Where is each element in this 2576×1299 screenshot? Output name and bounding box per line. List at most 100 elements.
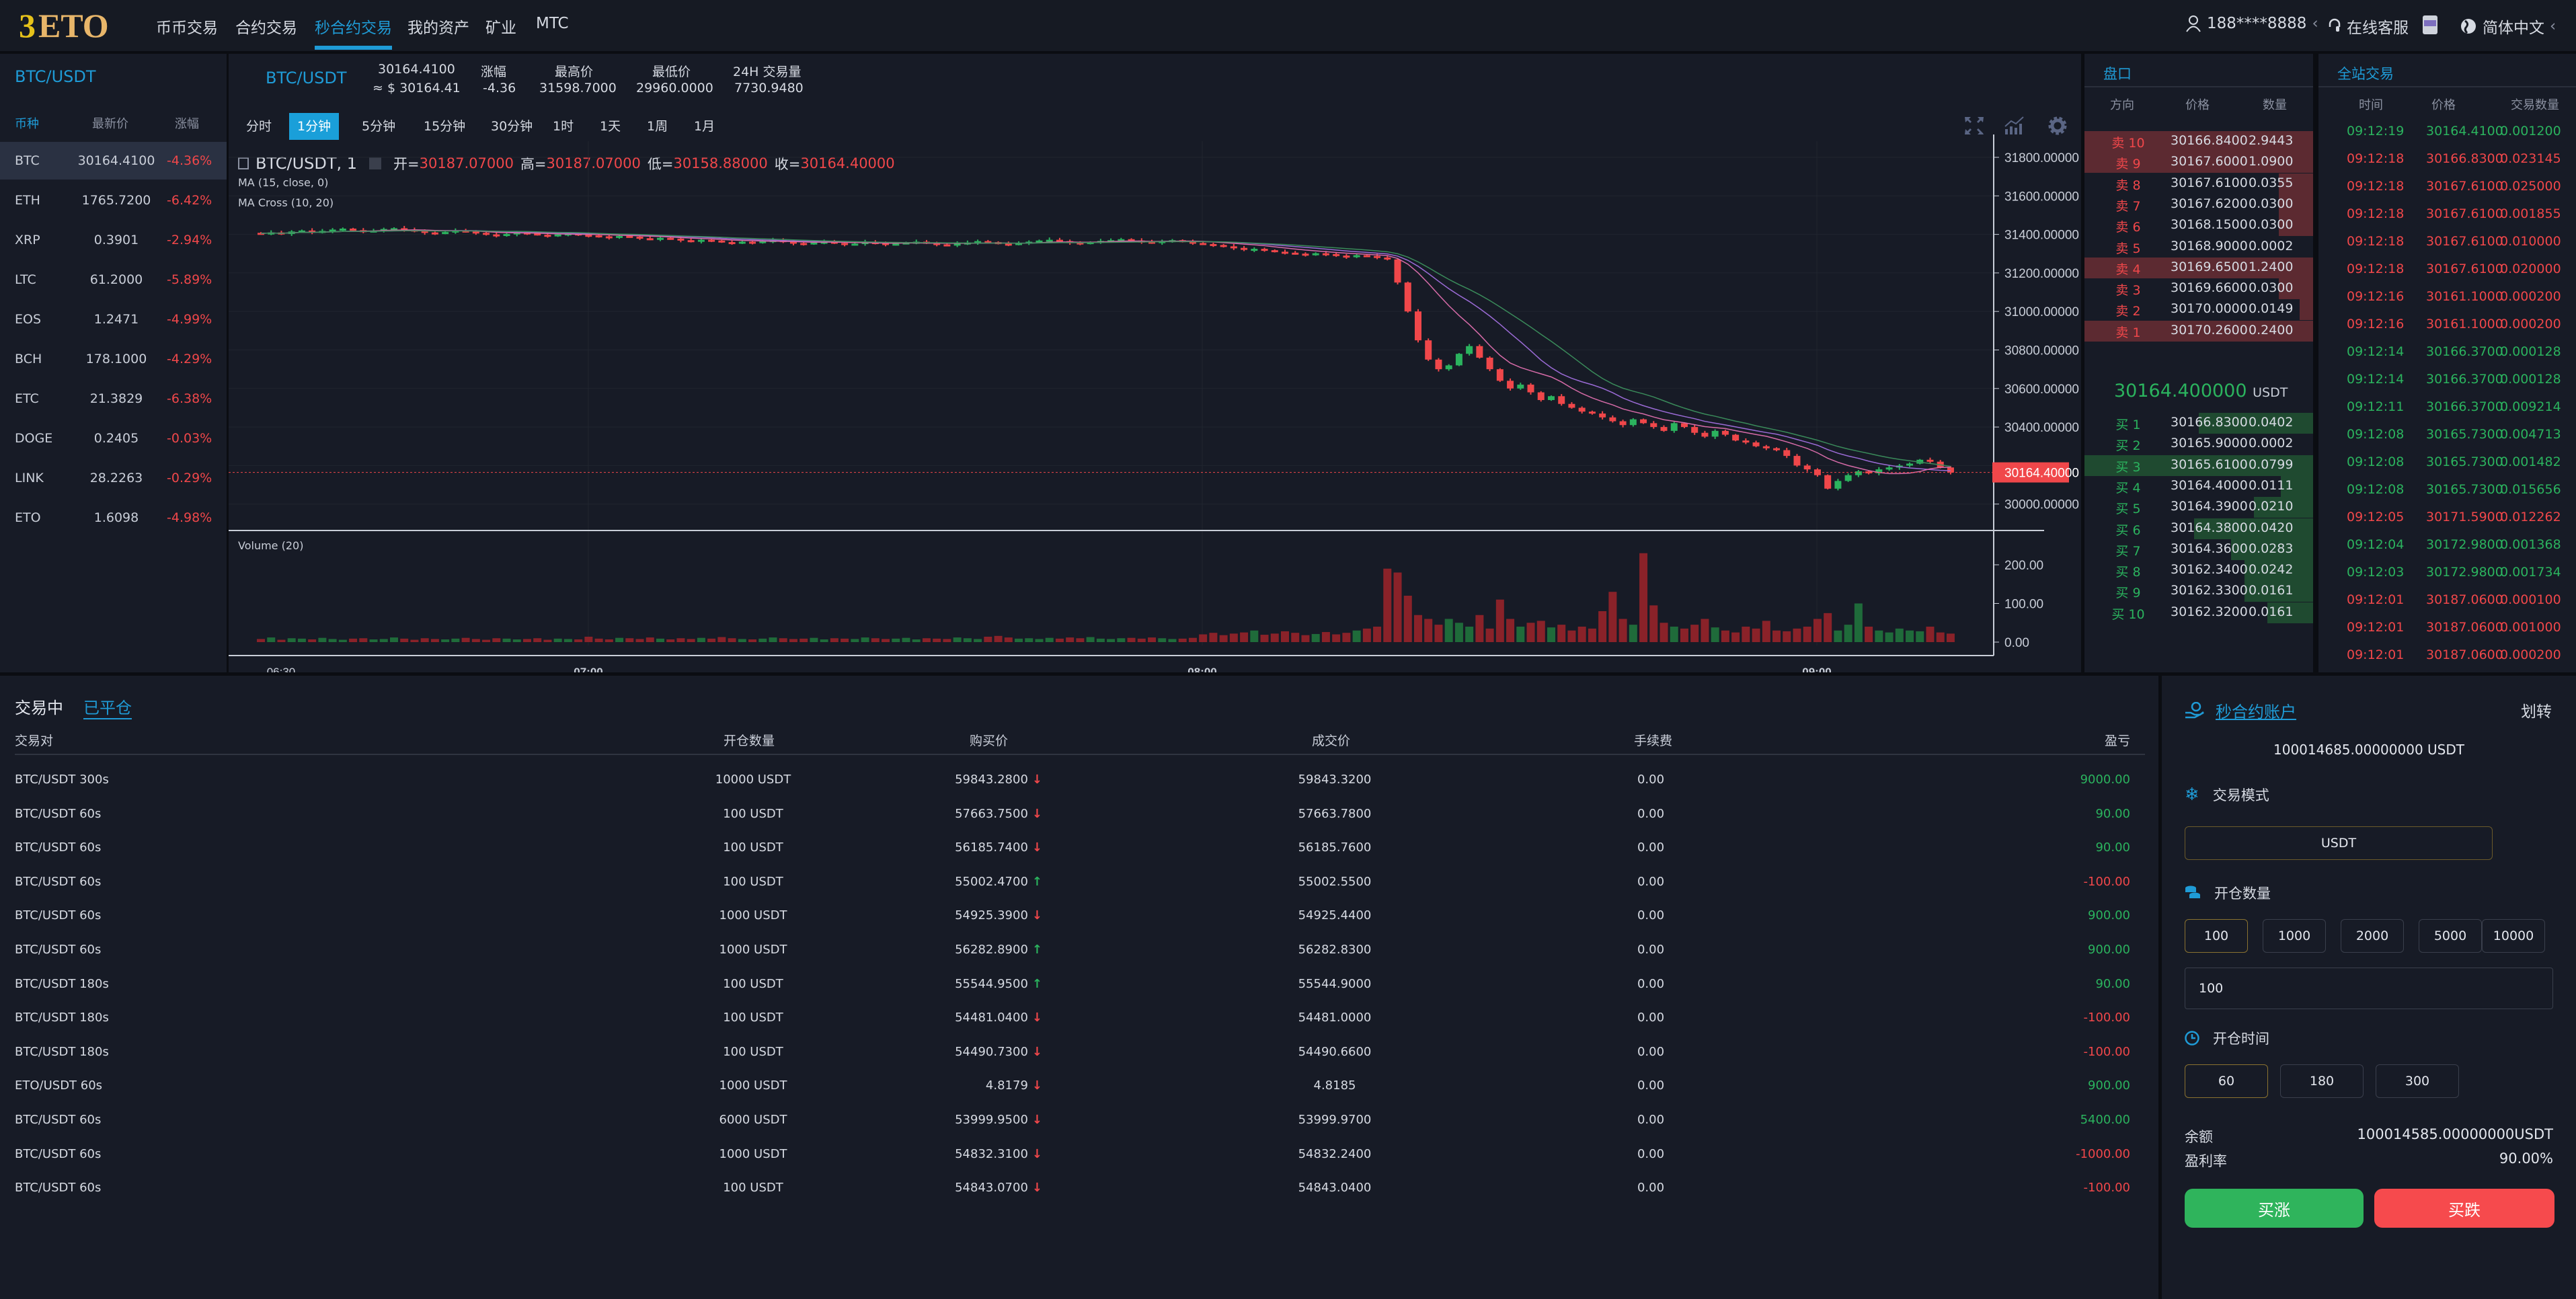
indicators-icon[interactable]: [2004, 116, 2024, 134]
bid-row[interactable]: 买 6 30164.3800 0.0420: [2084, 518, 2313, 539]
position-row: ETO/USDT 60s 1000 USDT 4.8179 ↓ 4.8185 0.00 90…: [0, 1069, 2145, 1103]
ask-row[interactable]: 卖 3 30169.6600 0.0300: [2084, 278, 2313, 300]
deal-price: 54832.2400: [1298, 1146, 1372, 1161]
study-ma-cross[interactable]: MA Cross (10, 20): [238, 196, 334, 209]
market-row[interactable]: BCH 178.1000 -4.29%: [0, 340, 227, 378]
candle: [1680, 423, 1688, 428]
coin-price: 28.2263: [89, 471, 143, 485]
nav-mtc[interactable]: MTC: [536, 15, 569, 32]
time-option[interactable]: 180: [2280, 1064, 2364, 1098]
volume-bar: [512, 639, 521, 642]
position-row: BTC/USDT 60s 6000 USDT 53999.9500 ↓ 53999.97…: [0, 1103, 2145, 1137]
bid-row[interactable]: 买 2 30165.9000 0.0002: [2084, 434, 2313, 455]
market-row[interactable]: EOS 1.2471 -4.99%: [0, 301, 227, 338]
logo[interactable]: 3 ETO: [19, 7, 109, 44]
ask-row[interactable]: 卖 4 30169.6500 1.2400: [2084, 257, 2313, 278]
buy-down-button[interactable]: 买跌: [2374, 1189, 2554, 1228]
volume-bar: [676, 638, 685, 642]
bid-row[interactable]: 买 4 30164.4000 0.0111: [2084, 475, 2313, 497]
mode-select[interactable]: USDT: [2185, 826, 2493, 860]
ask-row[interactable]: 卖 7 30167.6200 0.0300: [2084, 194, 2313, 215]
trade-time: 09:12:18: [2347, 262, 2405, 276]
language-select[interactable]: 简体中文 ‹: [2460, 15, 2556, 38]
ask-row[interactable]: 卖 1 30170.2600 0.2400: [2084, 320, 2313, 342]
nav-second-contract[interactable]: 秒合约交易: [315, 15, 392, 50]
bid-row[interactable]: 买 7 30164.3600 0.0283: [2084, 539, 2313, 560]
interval-tab[interactable]: 15分钟: [424, 119, 466, 134]
market-row[interactable]: ETC 21.3829 -6.38%: [0, 380, 227, 418]
interval-tab[interactable]: 分时: [246, 119, 272, 134]
volume-bar: [1618, 619, 1627, 642]
ask-row[interactable]: 卖 5 30168.9000 0.0002: [2084, 237, 2313, 258]
coin-symbol: BCH: [15, 352, 42, 366]
ask-row[interactable]: 卖 8 30167.6100 0.0355: [2084, 173, 2313, 194]
tab-open[interactable]: 交易中: [15, 699, 63, 717]
interval-tab[interactable]: 30分钟: [491, 119, 533, 134]
price: 30169.6600: [2171, 280, 2248, 296]
ask-row[interactable]: 卖 2 30170.0000 0.0149: [2084, 299, 2313, 321]
volume-bar: [1199, 634, 1208, 642]
bid-row[interactable]: 买 3 30165.6100 0.0799: [2084, 455, 2313, 476]
ask-row[interactable]: 卖 6 30168.1500 0.0300: [2084, 215, 2313, 237]
nav-mining[interactable]: 矿业: [485, 19, 516, 37]
interval-tab[interactable]: 1月: [694, 119, 715, 134]
bid-row[interactable]: 买 1 30166.8300 0.0402: [2084, 413, 2313, 434]
trade-amount: 0.001855: [2500, 206, 2561, 221]
market-row[interactable]: LINK 28.2263 -0.29%: [0, 459, 227, 497]
amount-input[interactable]: [2185, 968, 2553, 1009]
col-amount: 开仓数量: [724, 734, 775, 748]
support-link[interactable]: 在线客服: [2328, 15, 2409, 38]
nav-assets[interactable]: 我的资产: [407, 19, 469, 37]
candle: [1404, 282, 1411, 312]
interval-tab[interactable]: 1天: [600, 119, 621, 134]
volume-bar: [1383, 568, 1392, 642]
market-row[interactable]: XRP 0.3901 -2.94%: [0, 221, 227, 259]
price: 30164.4000: [2171, 477, 2248, 493]
y-tick-label: 30000.00000: [2004, 498, 2079, 512]
bid-row[interactable]: 买 5 30164.3900 0.0210: [2084, 497, 2313, 518]
time-option[interactable]: 300: [2376, 1064, 2459, 1098]
study-ma[interactable]: MA (15, close, 0): [238, 176, 329, 189]
amount-option[interactable]: 10000: [2482, 919, 2545, 953]
amount-option[interactable]: 2000: [2341, 919, 2404, 953]
transfer-link[interactable]: 划转: [2521, 703, 2552, 721]
nav-contract[interactable]: 合约交易: [235, 19, 297, 37]
tab-closed[interactable]: 已平仓: [83, 695, 132, 719]
deal-price: 55544.9000: [1298, 976, 1372, 991]
amount-option[interactable]: 100: [2185, 919, 2248, 953]
ask-row[interactable]: 卖 9 30167.6000 1.0900: [2084, 152, 2313, 173]
study-volume[interactable]: Volume (20): [238, 539, 304, 552]
bid-row[interactable]: 买 8 30162.3400 0.0242: [2084, 560, 2313, 582]
market-row[interactable]: DOGE 0.2405 -0.03%: [0, 420, 227, 457]
market-row[interactable]: ETH 1765.7200 -6.42%: [0, 182, 227, 219]
collapse-icon[interactable]: [238, 157, 249, 169]
depth-bar: [2230, 539, 2313, 560]
app-download[interactable]: [2422, 15, 2438, 35]
amount-option[interactable]: 5000: [2419, 919, 2482, 953]
legend-settings-icon[interactable]: [369, 157, 382, 169]
account-link[interactable]: 秒合约账户: [2185, 699, 2296, 722]
close-value: 30164.40000: [800, 155, 895, 171]
fullscreen-icon[interactable]: [1965, 117, 1984, 134]
ask-row[interactable]: 卖 10 30166.8400 2.9443: [2084, 131, 2313, 152]
nav-spot[interactable]: 币币交易: [156, 19, 218, 37]
interval-tab[interactable]: 1周: [647, 119, 668, 134]
amount-option[interactable]: 1000: [2263, 919, 2326, 953]
candlestick-chart[interactable]: 31800.00000 31600.00000 31400.00000 31200.0…: [229, 54, 2081, 672]
market-row[interactable]: ETO 1.6098 -4.98%: [0, 499, 227, 537]
time-option[interactable]: 60: [2185, 1064, 2268, 1098]
price: 30167.6000: [2171, 154, 2248, 169]
bid-row[interactable]: 买 9 30162.3300 0.0161: [2084, 581, 2313, 602]
account-label[interactable]: 秒合约账户: [2216, 703, 2296, 721]
bid-row[interactable]: 买 10 30162.3200 0.0161: [2084, 602, 2313, 623]
market-row[interactable]: BTC 30164.4100 -4.36%: [0, 142, 227, 180]
interval-tab[interactable]: 1时: [553, 119, 574, 134]
settings-icon[interactable]: [2048, 116, 2067, 135]
buy-up-button[interactable]: 买涨: [2185, 1189, 2364, 1228]
user-menu[interactable]: 188****8888 ‹: [2185, 15, 2318, 32]
high-label: 高=: [520, 156, 547, 172]
interval-tab[interactable]: 1分钟: [289, 113, 340, 140]
interval-tab[interactable]: 5分钟: [362, 119, 396, 134]
market-row[interactable]: LTC 61.2000 -5.89%: [0, 261, 227, 299]
order-book-title: 盘口: [2103, 66, 2132, 82]
